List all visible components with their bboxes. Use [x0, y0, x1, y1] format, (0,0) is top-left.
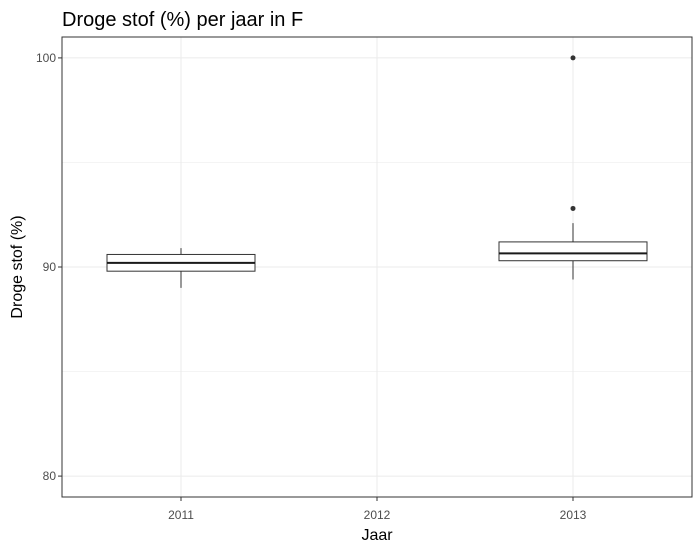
y-axis-title: Droge stof (%) [9, 215, 26, 318]
y-tick-label: 100 [36, 51, 56, 65]
y-tick-label: 80 [43, 469, 57, 483]
axis-layer: 80 90 100 2011 2012 2013 [36, 51, 587, 522]
outlier-point [570, 55, 576, 61]
outlier-point [570, 205, 576, 211]
x-tick-label: 2012 [364, 508, 391, 522]
x-axis-title: Jaar [361, 527, 393, 544]
y-tick-label: 90 [43, 260, 57, 274]
chart-title: Droge stof (%) per jaar in F [62, 9, 303, 31]
box-iqr [498, 241, 648, 262]
x-tick-label: 2011 [168, 508, 194, 522]
x-tick-label: 2013 [560, 508, 587, 522]
box-layer [106, 55, 648, 288]
